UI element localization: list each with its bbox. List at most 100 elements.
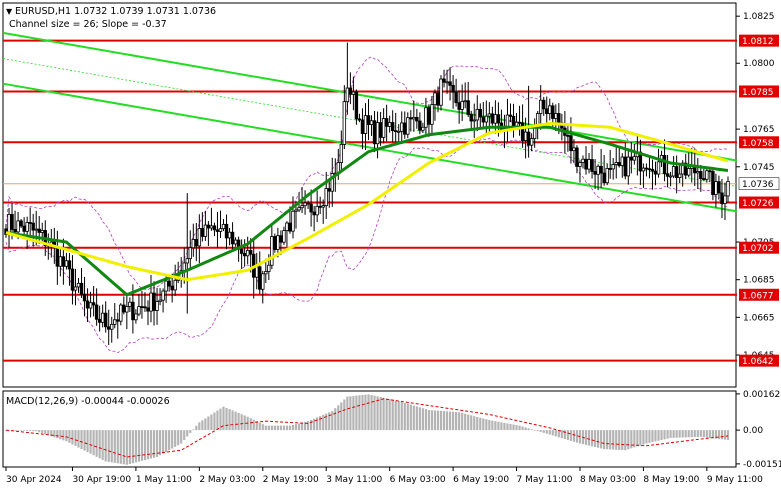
- candle[interactable]: [572, 139, 576, 164]
- candle[interactable]: [140, 290, 144, 319]
- candle[interactable]: [149, 274, 153, 323]
- candle[interactable]: [312, 205, 316, 232]
- candle[interactable]: [484, 100, 489, 136]
- candle[interactable]: [366, 99, 371, 141]
- candle[interactable]: [626, 150, 631, 185]
- candle[interactable]: [258, 251, 262, 295]
- candle[interactable]: [575, 145, 579, 174]
- candle[interactable]: [233, 237, 238, 247]
- candle[interactable]: [303, 190, 307, 215]
- candle[interactable]: [647, 155, 652, 179]
- candle[interactable]: [668, 171, 673, 187]
- candle[interactable]: [387, 115, 392, 133]
- candle[interactable]: [155, 287, 159, 325]
- candle[interactable]: [137, 294, 141, 317]
- candle[interactable]: [699, 164, 703, 192]
- candle[interactable]: [13, 210, 17, 236]
- candle[interactable]: [119, 303, 123, 326]
- candle[interactable]: [315, 190, 319, 223]
- candle[interactable]: [684, 153, 688, 180]
- candle[interactable]: [264, 258, 268, 283]
- candle[interactable]: [581, 155, 585, 169]
- candle[interactable]: [73, 268, 78, 306]
- candle[interactable]: [584, 146, 588, 175]
- ma-green-line[interactable]: [5, 125, 729, 297]
- candle[interactable]: [230, 222, 235, 250]
- candle[interactable]: [116, 312, 120, 339]
- candle[interactable]: [348, 72, 353, 105]
- candle[interactable]: [539, 85, 543, 130]
- candle[interactable]: [282, 226, 286, 245]
- candle[interactable]: [674, 155, 679, 194]
- candle[interactable]: [185, 193, 189, 314]
- candle[interactable]: [76, 277, 81, 293]
- candle[interactable]: [61, 238, 66, 285]
- candle[interactable]: [224, 214, 229, 250]
- candle[interactable]: [173, 264, 177, 296]
- candle[interactable]: [209, 207, 214, 231]
- candle[interactable]: [369, 115, 374, 136]
- candle[interactable]: [354, 89, 359, 125]
- candle[interactable]: [321, 199, 325, 224]
- candle[interactable]: [393, 112, 398, 143]
- candle[interactable]: [122, 296, 126, 315]
- candle[interactable]: [309, 189, 313, 227]
- candle[interactable]: [206, 221, 211, 246]
- candle[interactable]: [345, 42, 350, 115]
- candle[interactable]: [608, 149, 612, 179]
- candle[interactable]: [125, 292, 129, 330]
- channel-upper-line[interactable]: [2, 31, 738, 162]
- candle[interactable]: [276, 227, 280, 258]
- candle[interactable]: [82, 276, 87, 317]
- candle[interactable]: [342, 85, 347, 150]
- candle[interactable]: [587, 153, 591, 174]
- candle[interactable]: [454, 78, 458, 107]
- candle[interactable]: [644, 163, 649, 177]
- candle[interactable]: [285, 221, 289, 247]
- candle[interactable]: [517, 105, 522, 136]
- candle[interactable]: [705, 166, 709, 183]
- candle[interactable]: [578, 160, 582, 183]
- candle[interactable]: [620, 153, 624, 178]
- candle[interactable]: [97, 305, 102, 332]
- candle[interactable]: [436, 86, 440, 113]
- candle[interactable]: [629, 142, 634, 174]
- candle[interactable]: [702, 168, 706, 182]
- candle[interactable]: [487, 102, 492, 135]
- candle[interactable]: [279, 230, 283, 255]
- candle[interactable]: [717, 175, 721, 199]
- candle[interactable]: [291, 196, 295, 239]
- candle[interactable]: [421, 122, 425, 134]
- candle[interactable]: [128, 297, 132, 313]
- candle[interactable]: [261, 270, 265, 304]
- candle[interactable]: [146, 300, 150, 326]
- candle[interactable]: [548, 98, 552, 121]
- candle[interactable]: [677, 164, 682, 184]
- candle[interactable]: [384, 104, 389, 142]
- candle[interactable]: [110, 316, 114, 343]
- channel-lower-line[interactable]: [2, 82, 738, 213]
- candle[interactable]: [599, 148, 603, 188]
- candle[interactable]: [113, 303, 117, 329]
- candle[interactable]: [427, 104, 431, 137]
- candle[interactable]: [400, 111, 404, 144]
- chart-header-icon[interactable]: ▼: [6, 7, 13, 16]
- candle[interactable]: [439, 75, 443, 111]
- candle[interactable]: [632, 144, 637, 165]
- candle[interactable]: [554, 104, 558, 132]
- candle[interactable]: [720, 178, 724, 219]
- candle[interactable]: [457, 90, 461, 124]
- candle[interactable]: [91, 286, 96, 317]
- candle[interactable]: [28, 207, 32, 238]
- candle[interactable]: [723, 182, 727, 221]
- candle[interactable]: [602, 155, 606, 186]
- candle[interactable]: [656, 148, 661, 178]
- candle[interactable]: [227, 227, 232, 246]
- candle[interactable]: [726, 176, 730, 203]
- candle[interactable]: [152, 281, 156, 326]
- candle[interactable]: [378, 111, 383, 146]
- candle[interactable]: [653, 161, 658, 186]
- candle[interactable]: [161, 288, 165, 313]
- candle[interactable]: [158, 288, 162, 306]
- candle[interactable]: [671, 156, 676, 179]
